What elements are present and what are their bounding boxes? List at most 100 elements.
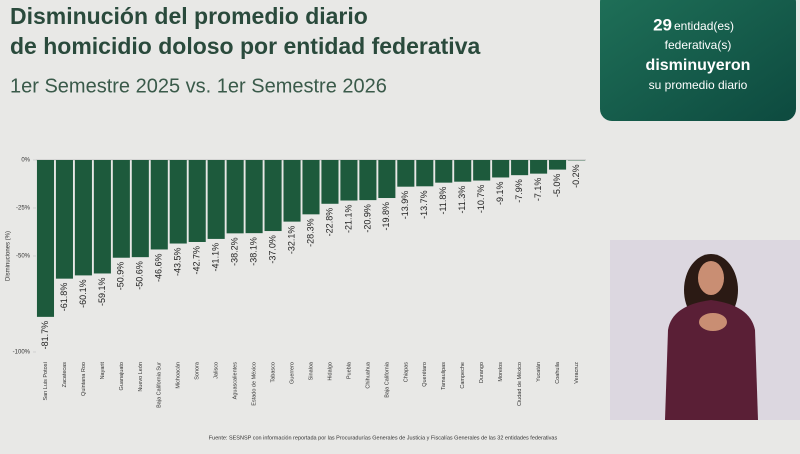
bar bbox=[131, 160, 149, 258]
bar bbox=[302, 160, 320, 215]
bar bbox=[530, 160, 548, 174]
bar bbox=[36, 160, 55, 317]
bar bbox=[226, 160, 244, 234]
bar bbox=[112, 160, 130, 258]
bar bbox=[207, 160, 225, 239]
x-tick-label: Chiapas bbox=[403, 362, 409, 382]
x-tick-label: Michoacán bbox=[176, 362, 182, 389]
value-label: -32.1% bbox=[286, 226, 296, 255]
title-line: de homicidio doloso por entidad federati… bbox=[10, 33, 480, 59]
x-tick-label: Zacatecas bbox=[62, 362, 68, 388]
bar bbox=[264, 160, 282, 232]
x-tick-label: Puebla bbox=[346, 361, 352, 379]
y-tick-label: 0% bbox=[21, 158, 30, 164]
x-tick-label: Durango bbox=[479, 362, 485, 383]
value-label: -61.8% bbox=[59, 283, 69, 312]
bar bbox=[188, 160, 206, 242]
x-tick-label: Coahuila bbox=[555, 361, 561, 384]
bar bbox=[283, 160, 301, 222]
bar bbox=[245, 160, 263, 234]
x-tick-label: Baja California Sur bbox=[157, 362, 163, 408]
x-tick-label: Estado de México bbox=[252, 362, 258, 406]
value-label: -59.1% bbox=[97, 277, 107, 306]
bar bbox=[473, 160, 491, 181]
x-tick-label: Guerrero bbox=[289, 362, 295, 384]
value-label: -5.0% bbox=[552, 174, 562, 198]
x-tick-label: Ciudad de México bbox=[517, 362, 523, 406]
callout-text: entidad(es) bbox=[674, 19, 734, 33]
value-label: -43.5% bbox=[173, 248, 183, 277]
value-label: -7.9% bbox=[514, 179, 524, 203]
x-tick-label: Sonora bbox=[195, 361, 201, 380]
bar bbox=[435, 160, 453, 183]
x-tick-label: Campeche bbox=[460, 362, 466, 389]
value-label: -42.7% bbox=[192, 246, 202, 275]
value-label: -38.2% bbox=[230, 237, 240, 266]
y-axis-label: Disminuciones (%) bbox=[6, 231, 12, 281]
x-tick-label: Veracruz bbox=[574, 362, 580, 384]
value-label: -10.7% bbox=[476, 185, 486, 214]
x-tick-label: Tabasco bbox=[271, 362, 277, 383]
y-tick-label: -50% bbox=[16, 254, 31, 260]
bar bbox=[93, 160, 111, 274]
value-label: -0.2% bbox=[571, 164, 581, 188]
source: Fuente: SESNSP con información reportada… bbox=[209, 435, 558, 441]
value-label: -11.3% bbox=[457, 186, 467, 214]
value-label: -13.9% bbox=[400, 191, 410, 220]
bar bbox=[340, 160, 358, 201]
value-label: -37.0% bbox=[267, 235, 277, 264]
x-tick-label: Querétaro bbox=[422, 362, 428, 387]
title-line: Disminución del promedio diario bbox=[10, 3, 368, 29]
value-label: -19.8% bbox=[381, 202, 391, 231]
bar bbox=[549, 160, 567, 170]
value-label: -11.8% bbox=[438, 187, 448, 215]
x-tick-label: Yucatán bbox=[536, 362, 542, 382]
value-label: -9.1% bbox=[495, 181, 505, 205]
bar bbox=[511, 160, 529, 176]
bar bbox=[378, 160, 396, 199]
value-label: -22.8% bbox=[324, 208, 334, 237]
bar bbox=[416, 160, 434, 187]
interpreter-video bbox=[610, 240, 800, 420]
bar bbox=[492, 160, 510, 178]
bar bbox=[359, 160, 377, 201]
value-label: -38.1% bbox=[248, 237, 258, 266]
subtitle: 1er Semestre 2025 vs. 1er Semestre 2026 bbox=[10, 75, 387, 97]
x-tick-label: Aguascalientes bbox=[233, 362, 239, 400]
callout-box bbox=[600, 0, 796, 121]
value-label: -7.1% bbox=[533, 178, 543, 202]
value-label: -41.1% bbox=[211, 243, 221, 272]
callout-text: federativa(s) bbox=[665, 38, 732, 52]
callout-number: 29 bbox=[653, 15, 672, 34]
value-label: -21.1% bbox=[343, 205, 353, 234]
value-label: -28.3% bbox=[305, 218, 315, 247]
bar bbox=[169, 160, 187, 244]
x-tick-label: Guanajuato bbox=[119, 362, 125, 390]
x-tick-label: Quintana Roo bbox=[81, 362, 87, 396]
bar bbox=[55, 160, 73, 279]
value-label: -13.7% bbox=[419, 190, 429, 219]
callout-text: su promedio diario bbox=[649, 78, 748, 92]
x-tick-label: San Luis Potosí bbox=[43, 362, 49, 401]
value-label: -50.6% bbox=[135, 261, 145, 290]
bar bbox=[150, 160, 168, 250]
x-tick-label: Chihuahua bbox=[365, 361, 371, 389]
x-tick-label: Baja California bbox=[384, 361, 390, 398]
x-tick-label: Morelos bbox=[498, 362, 504, 382]
bar bbox=[74, 160, 92, 276]
bar bbox=[397, 160, 415, 187]
callout-text: disminuyeron bbox=[646, 57, 751, 74]
x-tick-label: Sinaloa bbox=[308, 361, 314, 380]
value-label: -46.6% bbox=[154, 253, 164, 282]
value-label: -50.9% bbox=[116, 262, 126, 291]
value-label: -81.7% bbox=[40, 321, 50, 350]
x-tick-label: Tamaulipas bbox=[441, 362, 447, 390]
value-label: -20.9% bbox=[362, 204, 372, 233]
y-tick-label: -100% bbox=[13, 350, 31, 356]
bar bbox=[321, 160, 339, 204]
x-tick-label: Nayarit bbox=[100, 362, 106, 380]
y-tick-label: -25% bbox=[16, 206, 31, 212]
bar bbox=[454, 160, 472, 182]
